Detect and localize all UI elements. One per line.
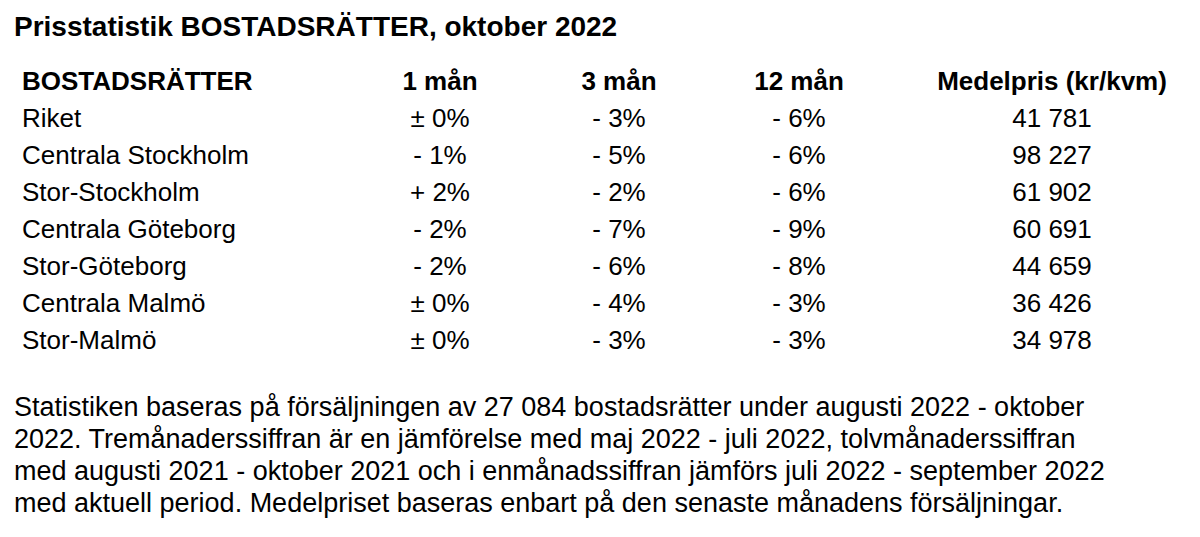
table-row-centrala-malmo: Centrala Malmö ± 0% - 4% - 3% 36 426 (22, 285, 1180, 322)
change-12man: - 6% (710, 174, 888, 211)
region-label: Stor-Stockholm (22, 174, 352, 211)
column-header-3man: 3 mån (528, 62, 710, 100)
footnote-line: med aktuell period. Medelpriset baseras … (14, 487, 1186, 519)
prisstatistik-page: Prisstatistik BOSTADSRÄTTER, oktober 202… (0, 0, 1200, 537)
medelpris-value: 98 227 (888, 137, 1180, 174)
table-row-riket: Riket ± 0% - 3% - 6% 41 781 (22, 100, 1180, 137)
change-3man: - 3% (528, 100, 710, 137)
medelpris-value: 36 426 (888, 285, 1180, 322)
column-header-12man: 12 mån (710, 62, 888, 100)
region-label: Centrala Stockholm (22, 137, 352, 174)
medelpris-value: 60 691 (888, 211, 1180, 248)
table-row-centrala-goteborg: Centrala Göteborg - 2% - 7% - 9% 60 691 (22, 211, 1180, 248)
column-header-1man: 1 mån (352, 62, 528, 100)
medelpris-value: 61 902 (888, 174, 1180, 211)
change-12man: - 3% (710, 322, 888, 359)
change-3man: - 5% (528, 137, 710, 174)
region-label: Centrala Göteborg (22, 211, 352, 248)
footnote-line: med augusti 2021 - oktober 2021 och i en… (14, 455, 1186, 487)
region-label: Stor-Göteborg (22, 248, 352, 285)
change-3man: - 6% (528, 248, 710, 285)
change-1man: - 1% (352, 137, 528, 174)
medelpris-value: 41 781 (888, 100, 1180, 137)
change-1man: ± 0% (352, 322, 528, 359)
medelpris-value: 44 659 (888, 248, 1180, 285)
change-1man: ± 0% (352, 285, 528, 322)
column-header-medelpris: Medelpris (kr/kvm) (888, 62, 1180, 100)
footnote-line: Statistiken baseras på försäljningen av … (14, 391, 1186, 423)
change-1man: ± 0% (352, 100, 528, 137)
change-1man: - 2% (352, 211, 528, 248)
footnote-line: 2022. Tremånaderssiffran är en jämförels… (14, 423, 1186, 455)
change-12man: - 6% (710, 100, 888, 137)
table-row-stor-stockholm: Stor-Stockholm + 2% - 2% - 6% 61 902 (22, 174, 1180, 211)
column-header-bostadsratter: BOSTADSRÄTTER (22, 62, 352, 100)
change-12man: - 8% (710, 248, 888, 285)
price-statistics-table: BOSTADSRÄTTER 1 mån 3 mån 12 mån Medelpr… (22, 62, 1180, 359)
page-title: Prisstatistik BOSTADSRÄTTER, oktober 202… (14, 10, 1186, 44)
footnote: Statistiken baseras på försäljningen av … (14, 391, 1186, 519)
region-label: Stor-Malmö (22, 322, 352, 359)
change-12man: - 9% (710, 211, 888, 248)
table-header-row: BOSTADSRÄTTER 1 mån 3 mån 12 mån Medelpr… (22, 62, 1180, 100)
change-3man: - 4% (528, 285, 710, 322)
change-3man: - 7% (528, 211, 710, 248)
region-label: Riket (22, 100, 352, 137)
change-3man: - 3% (528, 322, 710, 359)
table-row-stor-goteborg: Stor-Göteborg - 2% - 6% - 8% 44 659 (22, 248, 1180, 285)
change-3man: - 2% (528, 174, 710, 211)
change-12man: - 6% (710, 137, 888, 174)
change-1man: - 2% (352, 248, 528, 285)
change-1man: + 2% (352, 174, 528, 211)
table-row-stor-malmo: Stor-Malmö ± 0% - 3% - 3% 34 978 (22, 322, 1180, 359)
change-12man: - 3% (710, 285, 888, 322)
table-row-centrala-stockholm: Centrala Stockholm - 1% - 5% - 6% 98 227 (22, 137, 1180, 174)
medelpris-value: 34 978 (888, 322, 1180, 359)
region-label: Centrala Malmö (22, 285, 352, 322)
